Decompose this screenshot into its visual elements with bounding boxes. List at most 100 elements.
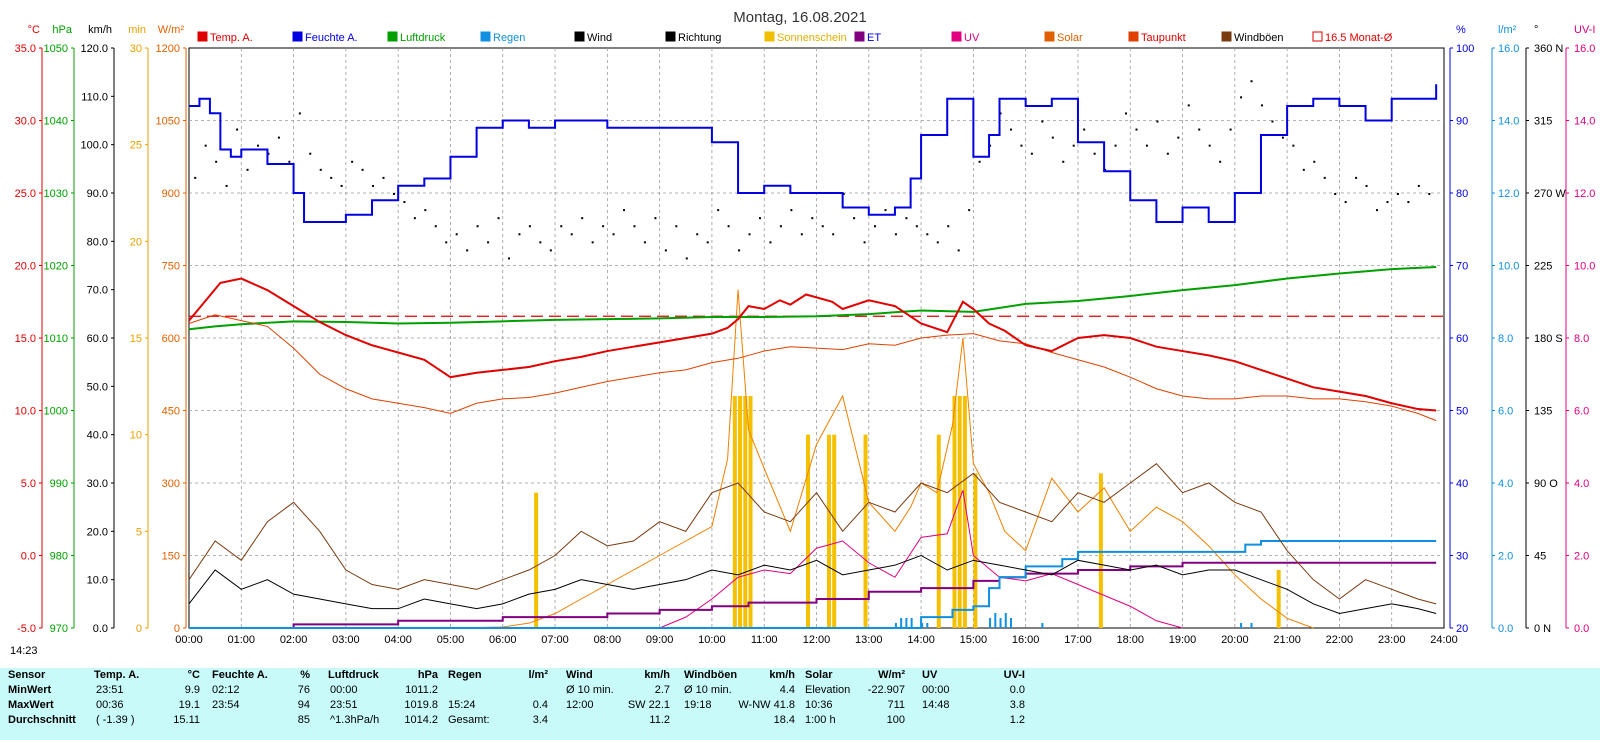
direction-point — [1145, 144, 1148, 147]
legend-label: Solar — [1057, 32, 1083, 44]
max-time: 00:36 — [96, 699, 124, 711]
direction-point — [1198, 128, 1201, 131]
series-wind — [188, 554, 1437, 615]
direction-point — [1386, 201, 1389, 204]
series-windben — [188, 462, 1437, 605]
legend-swatch — [1312, 31, 1323, 42]
sensor-name: Windböen — [684, 669, 738, 681]
y-tick-pressure: 1020 — [44, 261, 68, 273]
min-value: 76 — [297, 684, 310, 696]
y-tick-humidity: 70 — [1456, 261, 1468, 273]
sunshine-bar — [826, 434, 831, 628]
direction-point — [236, 128, 239, 131]
sensor-unit: UV-I — [1003, 669, 1025, 681]
sensor-unit: °C — [187, 669, 200, 681]
direction-point — [1396, 193, 1399, 195]
direction-point — [549, 249, 552, 252]
series-feuchtea — [189, 84, 1438, 223]
y-tick-uv: 0.0 — [1574, 623, 1589, 635]
min-time: 00:00 — [922, 684, 950, 696]
y-tick-wind: 90.0 — [87, 188, 108, 200]
direction-point — [455, 233, 458, 236]
y-tick-pressure: 1040 — [44, 116, 68, 128]
direction-point — [560, 225, 563, 228]
direction-point — [874, 225, 877, 228]
direction-point — [1051, 136, 1054, 139]
direction-point — [539, 241, 542, 244]
y-tick-direction: 135 — [1534, 406, 1552, 418]
max-time: 15:24 — [448, 699, 476, 711]
rain-bar — [894, 623, 897, 628]
y-tick-wind: 120.0 — [80, 43, 108, 55]
y-tick-wind: 70.0 — [87, 285, 108, 297]
direction-point — [769, 241, 772, 244]
y-tick-rain: 2.0 — [1498, 551, 1513, 563]
y-tick-pressure: 1030 — [44, 188, 68, 200]
rain-bar — [989, 618, 992, 628]
min-value: -22.907 — [867, 684, 905, 696]
direction-point — [1260, 104, 1263, 107]
legend-swatch — [480, 31, 491, 42]
direction-point — [853, 217, 856, 220]
sensor-name: Solar — [805, 669, 833, 681]
direction-point — [685, 257, 688, 260]
min-value: 4.4 — [779, 684, 795, 696]
y-tick-direction: 90 O — [1534, 478, 1558, 490]
y-tick-direction: 180 S — [1534, 333, 1563, 345]
direction-point — [518, 233, 521, 236]
x-tick-label: 03:00 — [332, 634, 360, 646]
x-tick-label: 10:00 — [698, 634, 726, 646]
sunshine-bar — [806, 434, 811, 628]
direction-point — [1135, 128, 1138, 131]
axis-unit-sunshine: min — [128, 24, 146, 36]
y-tick-temp: 35.0 — [15, 43, 36, 55]
direction-point — [727, 225, 730, 228]
direction-point — [1313, 160, 1316, 163]
legend-swatch — [574, 31, 585, 42]
row-label: MaxWert — [8, 699, 54, 711]
max-time: 23:51 — [330, 699, 358, 711]
sensor-name: UV — [922, 669, 938, 681]
sunshine-bar — [1098, 473, 1103, 628]
min-time: Ø 10 min. — [566, 684, 614, 696]
row-label: Sensor — [8, 669, 46, 681]
y-tick-sunshine: 30 — [130, 43, 142, 55]
direction-point — [1030, 152, 1033, 155]
avg-value: 1014.2 — [404, 714, 438, 726]
sunshine-bar — [952, 396, 957, 628]
y-tick-uv: 12.0 — [1574, 188, 1595, 200]
max-time: 10:36 — [805, 699, 833, 711]
avg-value: 11.2 — [649, 714, 670, 726]
legend-label: Windböen — [1234, 32, 1284, 44]
avg-note: Gesamt: — [448, 714, 490, 726]
sensor-unit: % — [300, 669, 310, 681]
direction-point — [1125, 112, 1128, 115]
direction-point — [372, 184, 375, 187]
y-tick-humidity: 60 — [1456, 333, 1468, 345]
direction-point — [1417, 184, 1420, 187]
direction-point — [277, 136, 280, 139]
y-tick-pressure: 1050 — [44, 43, 68, 55]
axis-unit-uv: UV-I — [1574, 24, 1595, 36]
direction-point — [1365, 184, 1368, 187]
direction-point — [1229, 128, 1232, 131]
y-tick-uv: 2.0 — [1574, 551, 1589, 563]
legend-label: 16.5 Monat-Ø — [1325, 32, 1393, 44]
summary-table: Sensor MinWert MaxWert Durchschnitt Temp. A.… — [0, 668, 1600, 740]
series-luftdruck — [188, 265, 1437, 331]
x-tick-label: 02:00 — [280, 634, 308, 646]
direction-point — [1187, 104, 1190, 107]
y-tick-direction: 315 — [1534, 116, 1552, 128]
series-regen — [189, 540, 1437, 629]
min-value: 2.7 — [654, 684, 670, 696]
y-tick-humidity: 100 — [1456, 43, 1474, 55]
legend-swatch — [665, 31, 676, 42]
direction-point — [696, 233, 699, 236]
direction-point — [821, 225, 824, 228]
y-tick-solar: 1200 — [156, 43, 180, 55]
direction-point — [1292, 144, 1295, 147]
legend-swatch — [854, 31, 865, 42]
rain-bar — [1009, 618, 1012, 628]
min-value: 1011.2 — [405, 684, 438, 696]
direction-point — [497, 217, 500, 220]
